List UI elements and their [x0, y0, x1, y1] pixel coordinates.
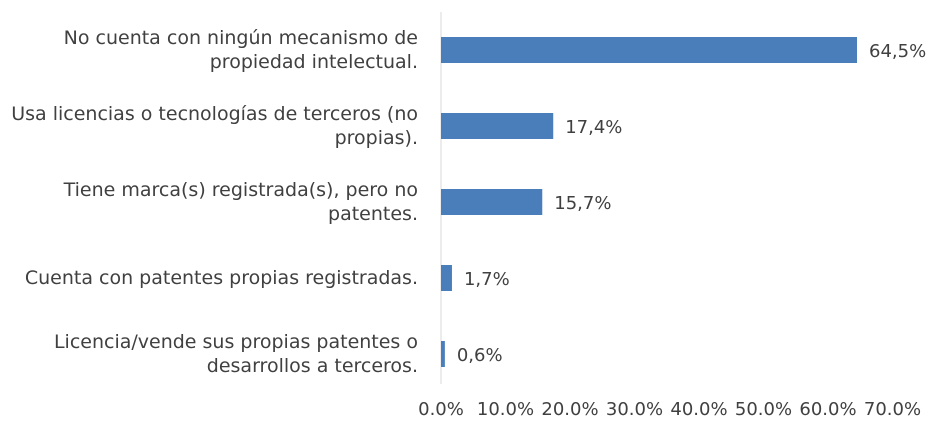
bar: [441, 113, 554, 139]
x-tick-label: 30.0%: [606, 399, 663, 420]
x-tick-label: 50.0%: [735, 399, 792, 420]
x-tick-label: 0.0%: [418, 399, 464, 420]
data-label: 64,5%: [869, 41, 926, 62]
category-label: Usa licencias o tecnologías de terceros …: [11, 103, 418, 149]
data-label: 1,7%: [464, 269, 510, 290]
bar: [441, 341, 445, 367]
x-tick-label: 10.0%: [477, 399, 534, 420]
data-label: 17,4%: [565, 117, 622, 138]
x-tick-label: 40.0%: [670, 399, 727, 420]
bar: [441, 265, 452, 291]
data-label: 15,7%: [554, 193, 611, 214]
x-tick-label: 60.0%: [799, 399, 856, 420]
category-label: No cuenta con ningún mecanismo de propie…: [63, 27, 418, 73]
x-tick-label: 70.0%: [864, 399, 921, 420]
data-label: 0,6%: [457, 345, 503, 366]
bar: [441, 37, 858, 63]
category-label: Licencia/vende sus propias patentes o de…: [53, 331, 418, 377]
x-tick-label: 20.0%: [541, 399, 598, 420]
bar: [441, 189, 543, 215]
category-label: Tiene marca(s) registrada(s), pero no pa…: [63, 179, 418, 225]
category-label: Cuenta con patentes propias registradas.: [24, 267, 418, 289]
